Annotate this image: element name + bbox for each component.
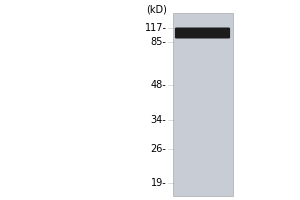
Text: 85-: 85- xyxy=(151,37,166,47)
Bar xyxy=(172,13,233,196)
Text: 19-: 19- xyxy=(151,178,167,188)
Text: 34-: 34- xyxy=(151,115,167,125)
FancyBboxPatch shape xyxy=(175,27,230,38)
Text: 48-: 48- xyxy=(151,80,167,90)
Text: 117-: 117- xyxy=(145,23,166,33)
Text: (kD): (kD) xyxy=(146,4,167,14)
Text: 26-: 26- xyxy=(151,144,166,154)
